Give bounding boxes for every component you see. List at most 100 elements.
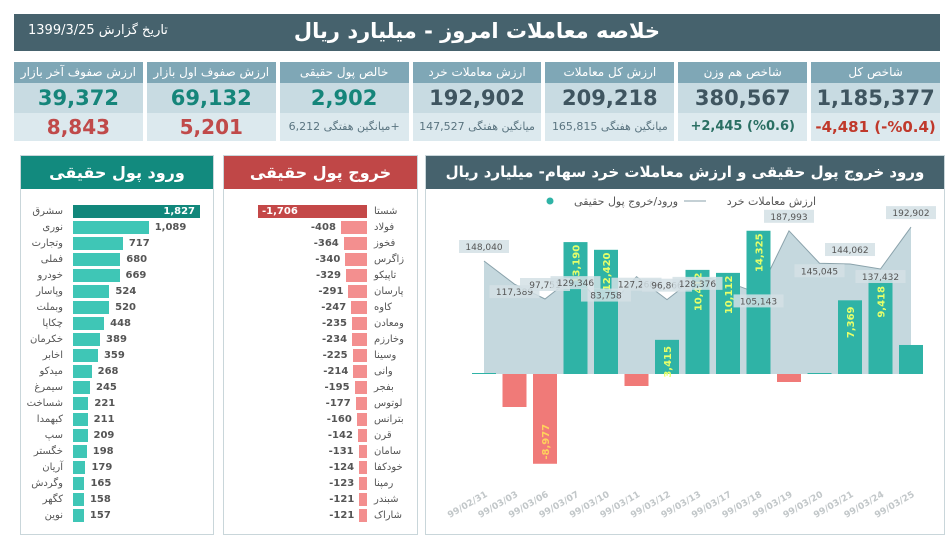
bar — [356, 413, 367, 426]
card-value: 69,132 — [146, 83, 276, 113]
value: 209 — [93, 430, 115, 441]
bar — [351, 301, 367, 314]
bar — [359, 493, 367, 506]
bar — [73, 445, 87, 458]
card-value: 1,185,377 — [811, 83, 940, 113]
bar — [348, 285, 367, 298]
value: 524 — [115, 286, 137, 297]
symbol-name: میدکو — [39, 366, 63, 377]
list-item: لوتوس -177 — [224, 397, 417, 410]
value: 680 — [126, 254, 148, 265]
bar — [351, 317, 367, 330]
list-item: سشرق 1,827 — [21, 205, 213, 218]
line-label-bg — [855, 270, 906, 284]
bar — [73, 461, 86, 474]
list-item: وبملت 520 — [21, 301, 213, 314]
symbol-name: فولاد — [374, 222, 395, 233]
card-title: خالص پول حقیقی — [279, 62, 409, 83]
symbol-name: وپاسار — [36, 286, 63, 297]
line-label: 127,268 — [618, 281, 655, 291]
card-subvalue: -4,481 (-%0.4) — [811, 113, 940, 141]
bar — [73, 381, 91, 394]
list-item: نوین 157 — [21, 509, 213, 522]
list-item: قرن -142 — [224, 429, 417, 442]
summary-card: ارزش معاملات خرد 192,902 میانگین هفتگی 1… — [412, 62, 542, 141]
value: 157 — [89, 510, 111, 521]
line-label-bg — [459, 240, 509, 253]
list-item: خودکفا -124 — [224, 461, 417, 474]
value: 245 — [96, 382, 117, 393]
list-item: وتجارت 717 — [21, 237, 213, 250]
card-subvalue: +2,445 (%0.6) — [678, 113, 808, 141]
value: -121 — [329, 510, 355, 521]
bar — [355, 397, 367, 410]
bar-label: -8,977 — [541, 424, 552, 460]
value: -214 — [323, 366, 349, 377]
list-item: آریان 179 — [21, 461, 213, 474]
line-label: 96,866 — [651, 282, 683, 292]
list-item: وسینا -225 — [224, 349, 417, 362]
list-item: سیمرغ 245 — [21, 381, 213, 394]
value: 165 — [90, 478, 112, 489]
line-label: 187,993 — [770, 213, 807, 223]
list-item: سپ 209 — [21, 429, 213, 442]
line-label: 192,902 — [892, 209, 929, 219]
line-label: 145,045 — [801, 267, 838, 277]
value: -121 — [329, 494, 355, 505]
card-title: ارزش معاملات خرد — [412, 62, 542, 83]
bar — [353, 365, 367, 378]
bar — [359, 461, 367, 474]
flow-bar — [563, 242, 588, 374]
flow-chart-panel: ورود خروج پول حقیقی و ارزش معاملات خرد س… — [425, 155, 945, 535]
value: -235 — [321, 318, 347, 329]
bar-label: 13,190 — [572, 245, 583, 284]
list-item: شستا -1,706 — [224, 205, 417, 218]
symbol-name: آریان — [42, 462, 63, 473]
value: -124 — [329, 462, 355, 473]
line-label: 129,346 — [557, 279, 594, 289]
list-item: کبهمدا 211 — [21, 413, 213, 426]
legend-line-label: ارزش معاملات خرد — [727, 195, 816, 208]
bar-label: 14,325 — [755, 233, 766, 272]
symbol-name: پارسان — [374, 286, 404, 297]
symbol-name: زاگرس — [374, 254, 405, 265]
card-title: شاخص کل — [811, 62, 940, 83]
value: -1,706 — [262, 206, 298, 217]
line-label: 144,062 — [831, 246, 868, 256]
list-item: فولاد -408 — [224, 221, 417, 234]
value: -177 — [325, 398, 351, 409]
symbol-name: رمپنا — [374, 478, 394, 489]
legend-bar-label: ورود/خروج پول حقیقی — [574, 195, 678, 208]
bar — [258, 205, 367, 218]
symbol-name: فخوز — [374, 238, 396, 249]
bar — [73, 477, 85, 490]
bar-label: 9,418 — [877, 286, 888, 318]
card-title: ارزش صفوف آخر بازار — [13, 62, 143, 83]
list-item: کاوه -247 — [224, 301, 417, 314]
value: 448 — [110, 318, 132, 329]
list-item: خکرمان 389 — [21, 333, 213, 346]
summary-card: شاخص هم وزن 380,567 +2,445 (%0.6) — [678, 62, 808, 141]
value: 158 — [89, 494, 111, 505]
line-label-bg — [672, 276, 723, 290]
list-item: بفجر -195 — [224, 381, 417, 394]
symbol-name: خکرمان — [30, 334, 63, 345]
value: -234 — [322, 334, 348, 345]
flow-bar — [777, 374, 801, 382]
symbol-name: بترانس — [374, 414, 404, 425]
card-value: 209,218 — [545, 83, 675, 113]
flow-bar — [655, 339, 679, 374]
symbol-name: شستا — [374, 206, 398, 217]
symbol-name: شاراک — [374, 510, 402, 521]
card-subvalue: 5,201 — [146, 113, 276, 141]
value: -142 — [327, 430, 353, 441]
symbol-name: شبندر — [374, 494, 399, 505]
bar — [73, 333, 101, 346]
list-item: وانی -214 — [224, 365, 417, 378]
bar — [73, 493, 84, 506]
value: 389 — [106, 334, 127, 345]
bar — [73, 349, 98, 362]
value: -225 — [322, 350, 348, 361]
symbol-name: خودرو — [37, 270, 63, 281]
symbol-name: اخابر — [42, 350, 63, 361]
